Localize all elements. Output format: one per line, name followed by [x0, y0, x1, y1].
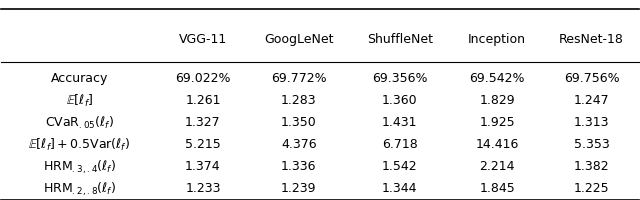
Text: 1.845: 1.845: [479, 182, 515, 195]
Text: $\mathrm{HRM}_{.2,.8}(\ell_f)$: $\mathrm{HRM}_{.2,.8}(\ell_f)$: [43, 180, 116, 198]
Text: 1.247: 1.247: [573, 94, 609, 107]
Text: $\mathbb{E}[\ell_f]+0.5\mathrm{Var}(\ell_f)$: $\mathbb{E}[\ell_f]+0.5\mathrm{Var}(\ell…: [28, 137, 131, 153]
Text: 69.022%: 69.022%: [175, 72, 230, 85]
Text: 5.215: 5.215: [185, 138, 221, 151]
Text: 69.542%: 69.542%: [469, 72, 525, 85]
Text: 2.214: 2.214: [479, 160, 515, 173]
Text: 1.382: 1.382: [573, 160, 609, 173]
Text: 1.350: 1.350: [281, 116, 317, 129]
Text: ResNet-18: ResNet-18: [559, 33, 624, 46]
Text: 1.829: 1.829: [479, 94, 515, 107]
Text: 5.353: 5.353: [573, 138, 609, 151]
Text: 69.356%: 69.356%: [372, 72, 428, 85]
Text: Accuracy: Accuracy: [51, 72, 108, 85]
Text: 1.431: 1.431: [382, 116, 417, 129]
Text: 1.360: 1.360: [382, 94, 417, 107]
Text: 4.376: 4.376: [281, 138, 317, 151]
Text: 1.239: 1.239: [281, 182, 317, 195]
Text: ShuffleNet: ShuffleNet: [367, 33, 433, 46]
Text: $\mathbb{E}[\ell_f]$: $\mathbb{E}[\ell_f]$: [66, 92, 93, 109]
Text: 1.283: 1.283: [281, 94, 317, 107]
Text: 1.313: 1.313: [573, 116, 609, 129]
Text: 1.233: 1.233: [185, 182, 221, 195]
Text: $\mathrm{CVaR}_{.05}(\ell_f)$: $\mathrm{CVaR}_{.05}(\ell_f)$: [45, 115, 114, 131]
Text: VGG-11: VGG-11: [179, 33, 227, 46]
Text: 1.261: 1.261: [185, 94, 221, 107]
Text: 1.336: 1.336: [281, 160, 317, 173]
Text: 6.718: 6.718: [382, 138, 417, 151]
Text: 69.772%: 69.772%: [271, 72, 326, 85]
Text: 14.416: 14.416: [476, 138, 519, 151]
Text: $\mathrm{HRM}_{.3,.4}(\ell_f)$: $\mathrm{HRM}_{.3,.4}(\ell_f)$: [43, 158, 116, 176]
Text: 1.344: 1.344: [382, 182, 417, 195]
Text: 1.225: 1.225: [573, 182, 609, 195]
Text: GoogLeNet: GoogLeNet: [264, 33, 333, 46]
Text: Inception: Inception: [468, 33, 526, 46]
Text: 1.374: 1.374: [185, 160, 221, 173]
Text: 1.542: 1.542: [382, 160, 417, 173]
Text: 69.756%: 69.756%: [564, 72, 620, 85]
Text: 1.327: 1.327: [185, 116, 221, 129]
Text: 1.925: 1.925: [479, 116, 515, 129]
